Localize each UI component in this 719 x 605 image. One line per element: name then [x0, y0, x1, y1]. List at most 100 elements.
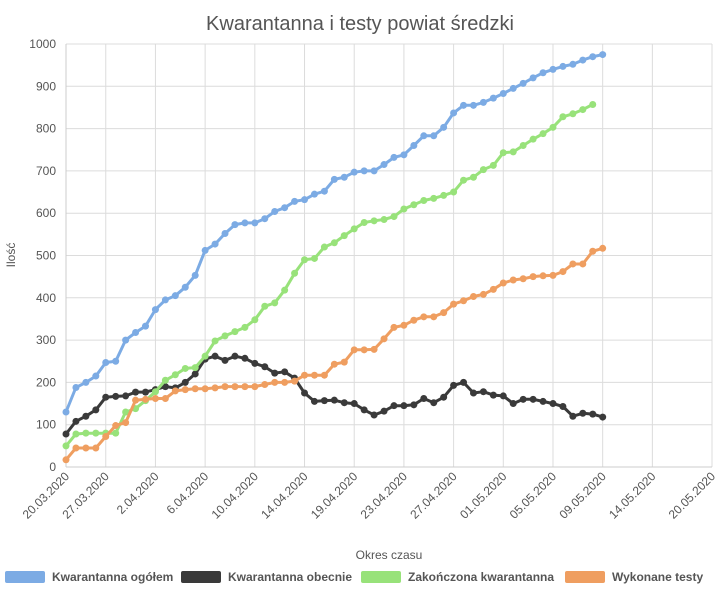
data-point	[181, 283, 189, 291]
legend-item[interactable]: Kwarantanna ogółem	[5, 570, 173, 584]
data-point	[320, 397, 328, 405]
y-axis-label: Ilość	[4, 243, 18, 268]
data-point	[211, 337, 219, 345]
data-point	[201, 246, 209, 254]
data-point	[410, 316, 418, 324]
data-point	[201, 352, 209, 360]
data-point	[460, 176, 468, 184]
data-point	[569, 60, 577, 68]
legend-item[interactable]: Kwarantanna obecnie	[181, 570, 352, 584]
data-point	[549, 123, 557, 131]
data-point	[310, 190, 318, 198]
legend-swatch	[565, 571, 605, 583]
data-point	[390, 213, 398, 221]
data-point	[509, 276, 517, 284]
data-point	[72, 430, 80, 438]
data-point	[479, 98, 487, 106]
data-point	[460, 378, 468, 386]
data-point	[102, 433, 110, 441]
data-point	[92, 444, 100, 452]
legend-item[interactable]: Wykonane testy	[565, 570, 703, 584]
data-point	[400, 151, 408, 159]
data-point	[559, 268, 567, 276]
data-point	[360, 167, 368, 175]
data-point	[112, 357, 120, 365]
series-group	[62, 51, 607, 464]
data-point	[211, 352, 219, 360]
grid-lines	[65, 43, 713, 468]
data-point	[519, 275, 527, 283]
data-point	[92, 372, 100, 380]
data-point	[330, 175, 338, 183]
data-point	[499, 149, 507, 157]
data-point	[82, 444, 90, 452]
data-point	[599, 51, 607, 59]
data-point	[350, 346, 358, 354]
data-point	[489, 285, 497, 293]
data-point	[450, 188, 458, 196]
data-point	[112, 422, 120, 430]
data-point	[559, 62, 567, 70]
y-tick-label: 1000	[29, 37, 56, 51]
data-point	[161, 394, 169, 402]
data-point	[360, 219, 368, 227]
data-point	[569, 412, 577, 420]
data-point	[589, 410, 597, 418]
data-point	[251, 316, 259, 324]
data-point	[430, 132, 438, 140]
data-point	[370, 167, 378, 175]
data-point	[82, 378, 90, 386]
data-point	[350, 400, 358, 408]
data-point	[579, 260, 587, 268]
data-point	[529, 273, 537, 281]
data-point	[261, 302, 269, 310]
data-point	[489, 161, 497, 169]
data-point	[549, 271, 557, 279]
data-point	[390, 323, 398, 331]
data-point	[151, 306, 159, 314]
data-point	[410, 401, 418, 409]
data-point	[420, 394, 428, 402]
data-point	[281, 378, 289, 386]
x-tick-label: 19.04.2020	[308, 469, 361, 522]
legend-swatch	[5, 571, 45, 583]
data-point	[231, 352, 239, 360]
legend-label: Kwarantanna obecnie	[228, 570, 352, 584]
legend-item[interactable]: Zakończona kwarantanna	[361, 570, 554, 584]
x-tick-label: 14.05.2020	[606, 469, 659, 522]
data-point	[549, 400, 557, 408]
data-point	[539, 397, 547, 405]
data-point	[529, 395, 537, 403]
data-point	[241, 383, 249, 391]
data-point	[271, 369, 279, 377]
data-point	[539, 272, 547, 280]
data-point	[320, 187, 328, 195]
legend[interactable]: Kwarantanna ogółem Kwarantanna obecnie Zak…	[5, 570, 703, 584]
data-point	[261, 363, 269, 371]
data-point	[281, 368, 289, 376]
y-tick-label: 800	[36, 122, 56, 136]
data-point	[62, 408, 70, 416]
data-point	[320, 243, 328, 251]
data-point	[529, 74, 537, 82]
data-point	[330, 360, 338, 368]
x-tick-label: 14.04.2020	[258, 469, 311, 522]
data-point	[281, 286, 289, 294]
legend-swatch	[361, 571, 401, 583]
data-point	[291, 377, 299, 385]
data-point	[291, 269, 299, 277]
data-point	[479, 290, 487, 298]
data-point	[221, 332, 229, 340]
x-tick-label: 10.04.2020	[209, 469, 262, 522]
data-point	[430, 313, 438, 321]
data-point	[469, 173, 477, 181]
data-point	[370, 217, 378, 225]
data-point	[489, 94, 497, 102]
data-point	[132, 328, 140, 336]
data-point	[142, 395, 150, 403]
data-point	[261, 215, 269, 223]
data-point	[92, 406, 100, 414]
data-point	[301, 196, 309, 204]
data-point	[161, 296, 169, 304]
